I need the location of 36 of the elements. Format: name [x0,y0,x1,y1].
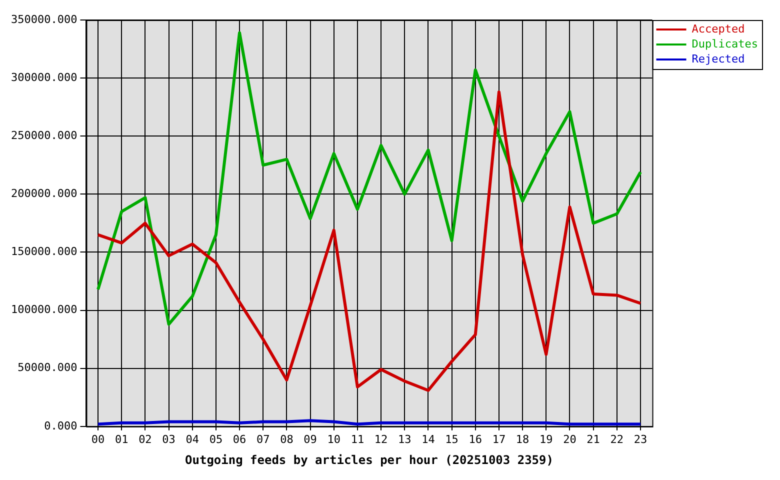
x-tick-label: 04 [186,432,200,446]
x-tick-label: 09 [304,432,317,446]
x-tick-label: 15 [445,432,458,446]
y-tick-label: 50000.000 [18,361,78,374]
y-tick-label: 100000.000 [10,303,78,316]
x-tick-label: 13 [398,432,412,446]
x-tick-label: 17 [492,432,506,446]
x-tick-label: 19 [540,432,553,446]
legend-label: Accepted [692,22,745,36]
legend-label: Duplicates [692,37,758,50]
legend-label: Rejected [692,52,745,66]
x-tick-label: 00 [91,432,105,446]
y-tick-label: 250000.000 [10,128,78,142]
x-tick-label: 06 [232,432,246,446]
y-tick-label: 350000.000 [10,12,78,26]
y-tick-label: 150000.000 [10,245,78,258]
x-tick-label: 22 [610,432,624,446]
y-tick-label: 200000.000 [10,187,78,200]
x-tick-label: 01 [114,432,128,446]
x-tick-label: 12 [374,432,388,446]
x-tick-label: 03 [162,432,176,446]
x-axis-title: Outgoing feeds by articles per hour (20251003 2359) [185,452,554,467]
x-tick-label: 10 [327,432,340,446]
x-tick-label: 05 [209,432,223,446]
x-tick-label: 07 [256,432,270,446]
x-tick-label: 14 [422,432,436,446]
x-tick-label: 08 [280,432,294,446]
x-tick-label: 16 [468,432,482,446]
x-tick-label: 21 [586,432,600,446]
y-tick-label: 300000.000 [10,70,78,84]
x-tick-label: 23 [634,432,648,446]
x-tick-label: 20 [563,432,576,446]
x-tick-label: 02 [138,432,152,446]
x-tick-label: 11 [350,432,364,446]
y-tick-label: 0.000 [44,419,78,432]
x-tick-label: 18 [516,432,530,446]
